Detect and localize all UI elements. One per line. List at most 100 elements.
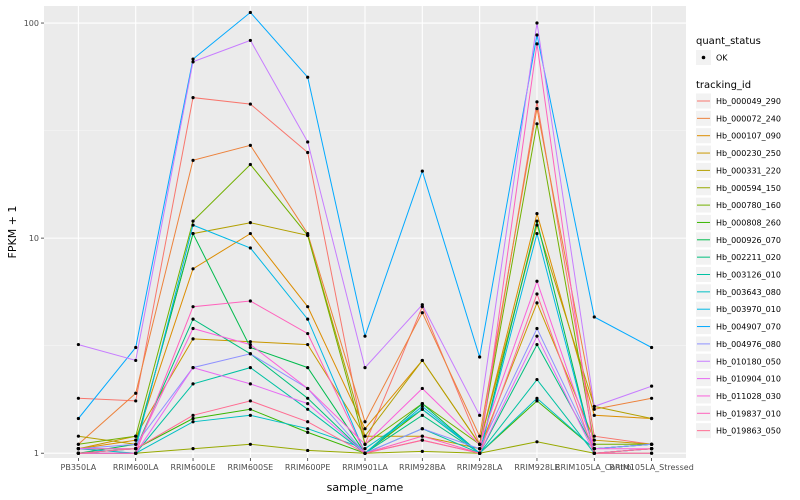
data-point: [248, 38, 252, 43]
data-point: [248, 102, 252, 106]
x-tick-label: RRIM901LA: [342, 463, 388, 472]
data-point: [535, 279, 539, 283]
data-point: [248, 382, 252, 386]
data-point: [134, 358, 138, 363]
legend-label: OK: [716, 54, 728, 63]
data-point: [76, 447, 80, 451]
data-point: [76, 442, 80, 446]
data-point: [650, 451, 654, 455]
data-point: [248, 143, 252, 147]
data-point: [420, 413, 424, 417]
data-point: [535, 326, 539, 331]
data-points: [76, 10, 654, 455]
data-point: [191, 158, 195, 162]
legend-label: Hb_000926_070: [716, 236, 781, 245]
data-point: [306, 140, 310, 144]
data-point: [248, 162, 252, 167]
data-point: [191, 267, 195, 271]
data-point: [592, 404, 596, 409]
data-point: [363, 366, 367, 370]
data-point: [191, 57, 195, 61]
data-point: [363, 451, 367, 455]
data-point: [535, 334, 539, 338]
data-point: [650, 447, 654, 451]
data-point: [650, 442, 654, 446]
data-point: [306, 233, 310, 237]
data-point: [420, 438, 424, 442]
data-point: [134, 391, 138, 395]
data-point: [535, 440, 539, 444]
legend-label: Hb_000594_150: [716, 184, 781, 193]
data-point: [592, 434, 596, 438]
data-point: [535, 42, 539, 46]
data-point: [76, 451, 80, 455]
x-tick-label: RRIM105LA_Control: [555, 463, 634, 472]
data-point: [363, 427, 367, 431]
data-point: [650, 416, 654, 421]
data-point: [535, 122, 539, 126]
data-point: [535, 212, 539, 216]
data-point: [535, 33, 539, 37]
data-point: [191, 60, 195, 64]
data-point: [134, 399, 138, 403]
data-point: [592, 315, 596, 319]
data-point: [306, 402, 310, 406]
legend-label: Hb_019837_010: [716, 409, 781, 418]
legend-label: Hb_000331_220: [716, 166, 781, 175]
data-point: [420, 407, 424, 411]
data-point: [420, 303, 424, 307]
data-point: [134, 442, 138, 446]
legend-label: Hb_000808_260: [716, 218, 781, 227]
data-point: [592, 438, 596, 442]
data-point: [420, 169, 424, 173]
data-point: [535, 301, 539, 305]
data-point: [478, 434, 482, 438]
data-point: [76, 416, 80, 421]
data-point: [650, 345, 654, 350]
data-point: [191, 231, 195, 236]
data-point: [535, 100, 539, 104]
data-point: [592, 407, 596, 411]
data-point: [248, 221, 252, 225]
legend-label: Hb_003643_080: [716, 288, 781, 297]
data-point: [420, 427, 424, 431]
data-point: [191, 416, 195, 421]
data-point: [306, 396, 310, 400]
data-point: [535, 219, 539, 223]
data-point: [191, 382, 195, 386]
data-point: [134, 451, 138, 455]
data-point: [248, 231, 252, 236]
data-point: [248, 246, 252, 250]
data-point: [191, 366, 195, 370]
data-point: [306, 386, 310, 391]
data-point: [592, 413, 596, 417]
data-point: [478, 451, 482, 455]
data-point: [191, 317, 195, 321]
y-axis-title: FPKM + 1: [6, 206, 19, 259]
x-tick-label: PB350LA: [61, 463, 97, 472]
data-point: [650, 396, 654, 400]
data-point: [248, 407, 252, 411]
y-tick-label: 100: [24, 19, 39, 28]
data-point: [478, 447, 482, 451]
data-point: [592, 451, 596, 455]
data-point: [248, 352, 252, 356]
data-point: [191, 219, 195, 223]
x-axis-title: sample_name: [327, 481, 404, 494]
data-point: [535, 223, 539, 227]
data-point: [478, 442, 482, 446]
data-point: [248, 340, 252, 344]
legend-title-tracking-id: tracking_id: [696, 80, 751, 91]
data-point: [191, 420, 195, 424]
data-point: [363, 334, 367, 338]
data-point: [306, 420, 310, 424]
data-point: [363, 420, 367, 424]
data-point: [420, 358, 424, 363]
legend-label: Hb_000107_090: [716, 132, 781, 141]
data-point: [248, 442, 252, 446]
data-point: [134, 438, 138, 442]
data-point: [248, 399, 252, 403]
x-tick-label: RRIM105LA_Stressed: [609, 463, 693, 472]
legend-label: Hb_010904_010: [716, 375, 781, 384]
data-point: [306, 342, 310, 347]
